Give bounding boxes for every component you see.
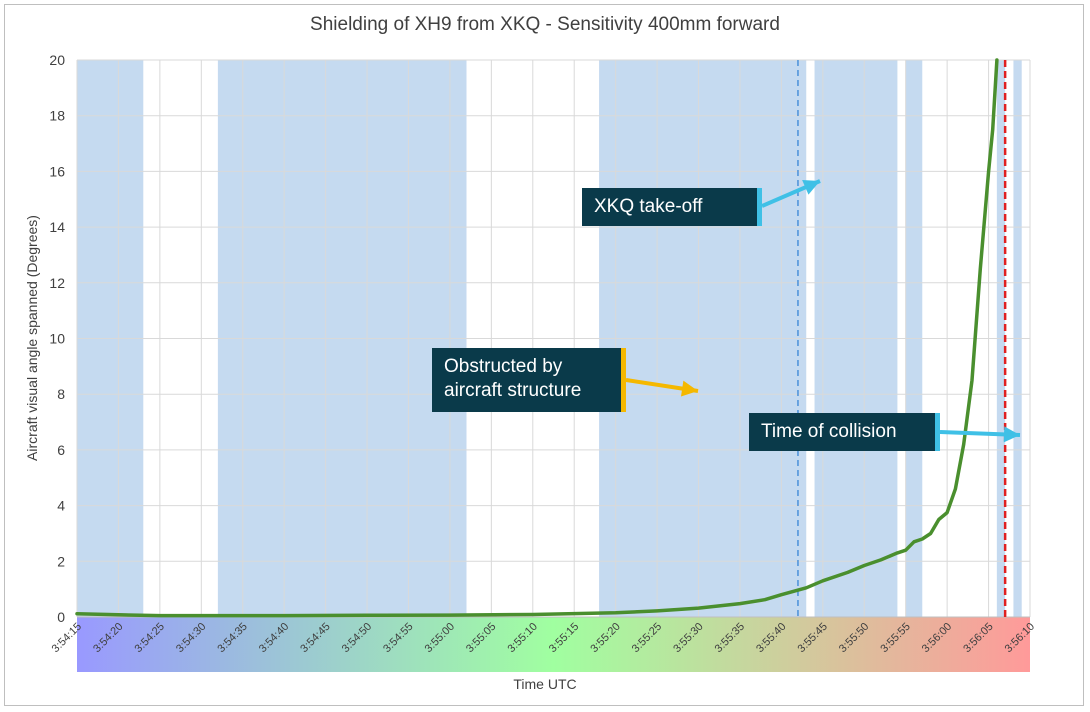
y-tick-label: 10 (49, 331, 65, 347)
series-line (75, 58, 999, 618)
y-tick-label: 16 (49, 163, 65, 179)
y-tick-label: 0 (57, 609, 65, 625)
y-tick-label: 14 (49, 219, 65, 235)
collision-arrow-head (1003, 426, 1020, 443)
y-tick-label: 18 (49, 108, 65, 124)
y-tick-label: 4 (57, 498, 65, 514)
chart-title: Shielding of XH9 from XKQ - Sensitivity … (310, 14, 780, 35)
callout-obstructed: Obstructed by aircraft structure (432, 348, 626, 412)
callout-xkq-takeoff: XKQ take-off (582, 188, 762, 226)
y-tick-label: 12 (49, 275, 65, 291)
callout-xkq-takeoff-text: XKQ take-off (594, 196, 703, 217)
y-tick-label: 6 (57, 442, 65, 458)
y-tick-label: 2 (57, 553, 65, 569)
x-axis-gradient-band (77, 617, 1030, 672)
callout-time-of-collision: Time of collision (749, 413, 940, 451)
callout-obstructed-line1: Obstructed by (444, 356, 563, 377)
obstructed-arrow-head (680, 380, 698, 397)
y-tick-label: 20 (49, 52, 65, 68)
callout-time-of-collision-text: Time of collision (761, 421, 897, 442)
x-axis-label: Time UTC (513, 676, 577, 692)
y-tick-label: 8 (57, 386, 65, 402)
callout-obstructed-line2: aircraft structure (444, 380, 582, 401)
takeoff-arrow-head (802, 179, 820, 195)
